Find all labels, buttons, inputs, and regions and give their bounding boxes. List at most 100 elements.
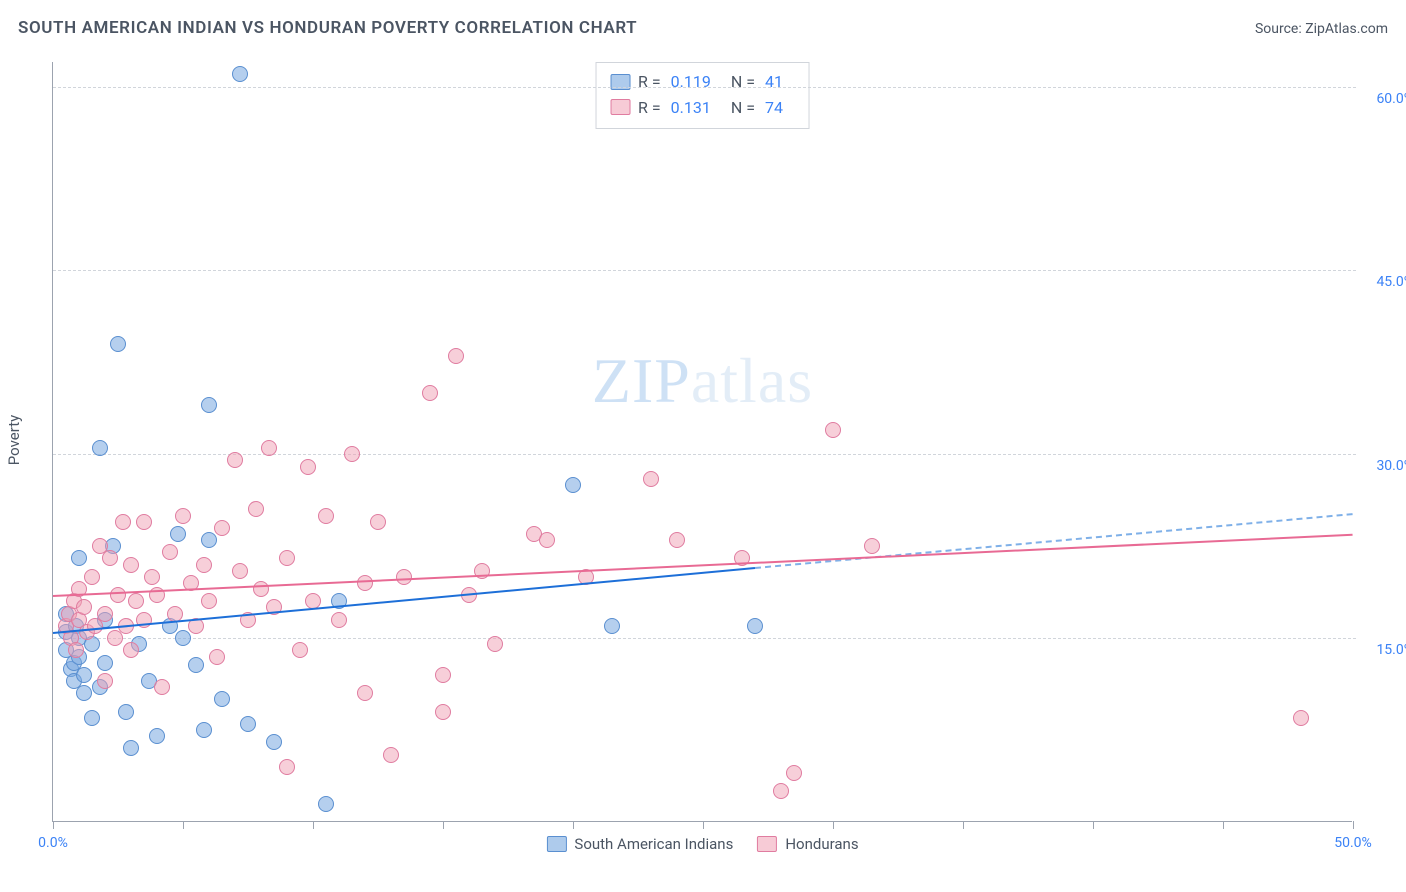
series-legend: South American Indians Hondurans xyxy=(546,835,858,853)
data-point xyxy=(266,734,282,750)
x-tick-label: 0.0% xyxy=(38,835,68,851)
watermark: ZIPatlas xyxy=(592,344,813,418)
data-point xyxy=(300,459,316,475)
data-point xyxy=(123,740,139,756)
data-point xyxy=(253,581,269,597)
grid-line xyxy=(53,638,1356,639)
data-point xyxy=(279,550,295,566)
data-point xyxy=(643,471,659,487)
data-point xyxy=(123,642,139,658)
data-point xyxy=(68,642,84,658)
data-point xyxy=(84,569,100,585)
data-point xyxy=(279,759,295,775)
data-point xyxy=(240,716,256,732)
stats-legend: R = 0.119 N = 41 R = 0.131 N = 74 xyxy=(595,62,810,129)
x-tick xyxy=(1093,821,1094,829)
x-tick xyxy=(1353,821,1354,829)
data-point xyxy=(136,514,152,530)
r-value-b: 0.131 xyxy=(671,95,711,121)
legend-item-b: Hondurans xyxy=(757,835,858,853)
n-value-a: 41 xyxy=(765,69,783,95)
x-tick xyxy=(313,821,314,829)
n-label: N = xyxy=(731,95,755,121)
data-point xyxy=(773,783,789,799)
watermark-strong: ZIP xyxy=(592,345,691,416)
data-point xyxy=(201,593,217,609)
data-point xyxy=(248,501,264,517)
plot-area: ZIPatlas R = 0.119 N = 41 R = 0.131 N = … xyxy=(52,62,1352,822)
data-point xyxy=(144,569,160,585)
data-point xyxy=(201,532,217,548)
data-point xyxy=(539,532,555,548)
data-point xyxy=(357,575,373,591)
legend-item-a: South American Indians xyxy=(546,835,733,853)
data-point xyxy=(318,508,334,524)
x-tick xyxy=(573,821,574,829)
data-point xyxy=(435,667,451,683)
data-point xyxy=(232,66,248,82)
r-label: R = xyxy=(638,69,661,95)
x-tick xyxy=(703,821,704,829)
data-point xyxy=(196,722,212,738)
swatch-pink-icon xyxy=(610,99,630,115)
chart-source: Source: ZipAtlas.com xyxy=(1255,21,1388,37)
data-point xyxy=(115,514,131,530)
data-point xyxy=(370,514,386,530)
data-point xyxy=(864,538,880,554)
legend-label-b: Hondurans xyxy=(785,835,858,853)
y-tick-label: 45.0% xyxy=(1358,274,1406,290)
data-point xyxy=(154,679,170,695)
data-point xyxy=(71,550,87,566)
data-point xyxy=(149,728,165,744)
chart-title: SOUTH AMERICAN INDIAN VS HONDURAN POVERT… xyxy=(18,18,637,38)
data-point xyxy=(383,747,399,763)
data-point xyxy=(97,606,113,622)
watermark-light: atlas xyxy=(691,345,813,416)
data-point xyxy=(118,704,134,720)
data-point xyxy=(318,796,334,812)
data-point xyxy=(1293,710,1309,726)
data-point xyxy=(92,440,108,456)
data-point xyxy=(162,544,178,560)
data-point xyxy=(825,422,841,438)
data-point xyxy=(448,348,464,364)
y-axis-title: Poverty xyxy=(5,415,23,465)
grid-line xyxy=(53,454,1356,455)
x-tick-label: 50.0% xyxy=(1334,835,1372,851)
data-point xyxy=(331,612,347,628)
data-point xyxy=(422,385,438,401)
data-point xyxy=(669,532,685,548)
data-point xyxy=(76,599,92,615)
grid-line xyxy=(53,270,1356,271)
data-point xyxy=(128,593,144,609)
grid-line xyxy=(53,87,1356,88)
data-point xyxy=(435,704,451,720)
data-point xyxy=(396,569,412,585)
trend-line xyxy=(755,513,1353,569)
data-point xyxy=(261,440,277,456)
data-point xyxy=(123,557,139,573)
data-point xyxy=(201,397,217,413)
x-tick xyxy=(833,821,834,829)
data-point xyxy=(175,630,191,646)
data-point xyxy=(84,710,100,726)
data-point xyxy=(747,618,763,634)
chart-header: SOUTH AMERICAN INDIAN VS HONDURAN POVERT… xyxy=(18,18,1388,38)
data-point xyxy=(214,691,230,707)
r-label: R = xyxy=(638,95,661,121)
x-tick xyxy=(183,821,184,829)
r-value-a: 0.119 xyxy=(671,69,711,95)
data-point xyxy=(565,477,581,493)
data-point xyxy=(196,557,212,573)
data-point xyxy=(357,685,373,701)
data-point xyxy=(209,649,225,665)
x-tick xyxy=(1223,821,1224,829)
x-tick xyxy=(963,821,964,829)
y-tick-label: 30.0% xyxy=(1358,458,1406,474)
data-point xyxy=(110,587,126,603)
legend-label-a: South American Indians xyxy=(574,835,733,853)
stats-row-a: R = 0.119 N = 41 xyxy=(610,69,795,95)
data-point xyxy=(214,520,230,536)
data-point xyxy=(97,673,113,689)
swatch-blue-icon xyxy=(546,836,566,852)
